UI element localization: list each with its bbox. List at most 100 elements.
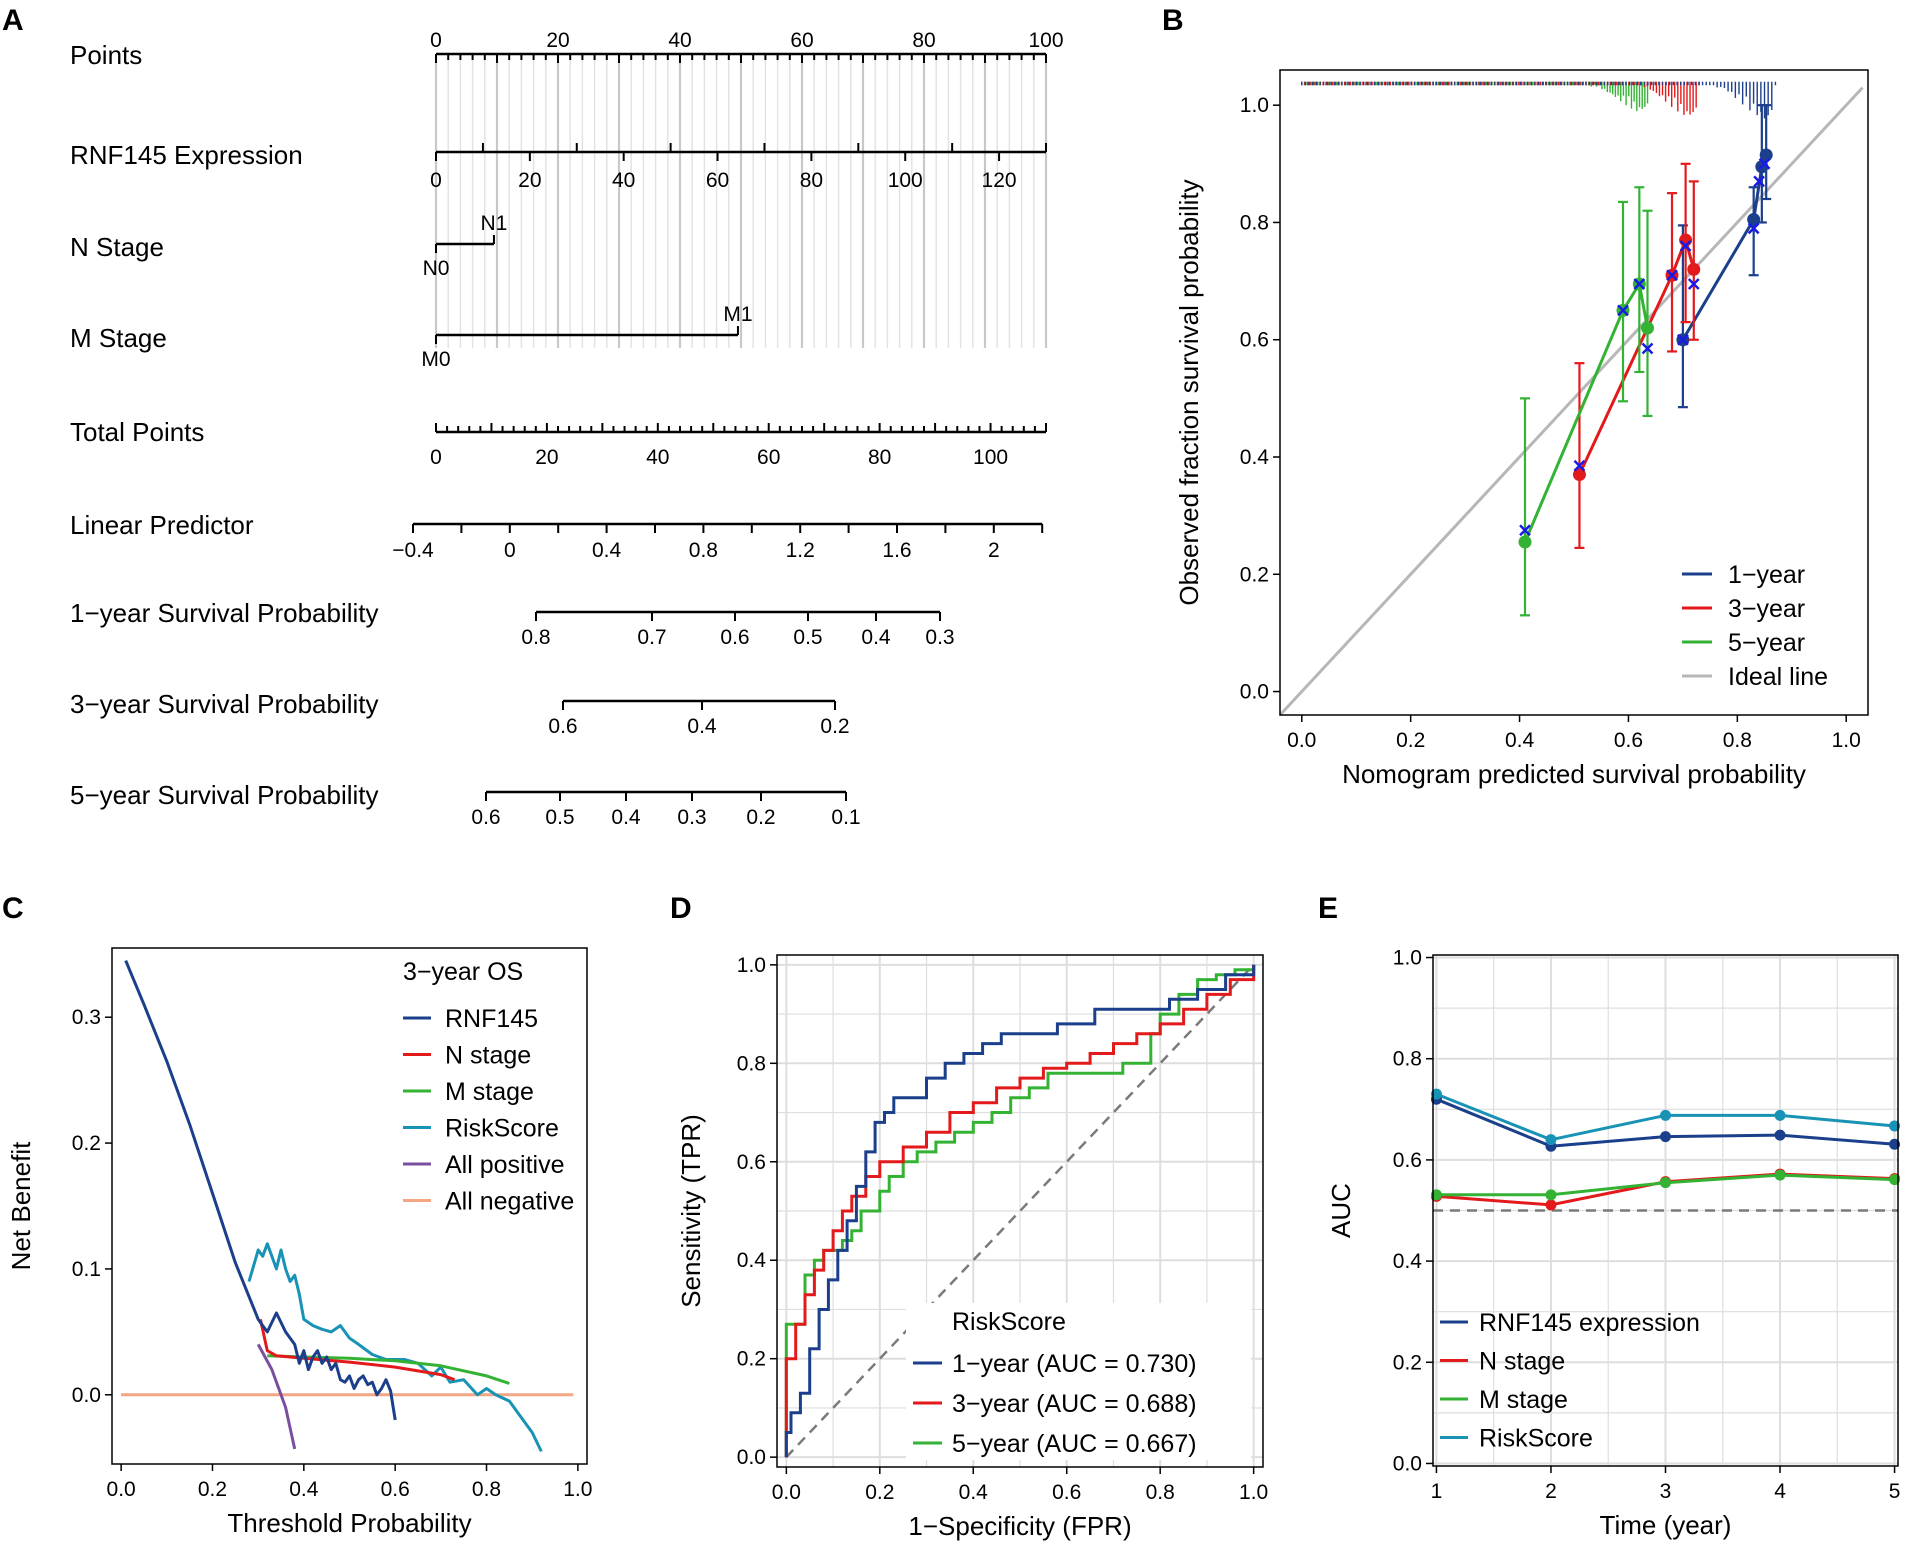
legend-entry: 1−year — [1728, 561, 1805, 589]
x-tick-label: 3 — [1660, 1480, 1672, 1503]
plot-frame — [1279, 69, 1869, 716]
y-tick-label: 0.4 — [1240, 446, 1270, 469]
total-points-tick-label: 100 — [973, 446, 1008, 469]
survival-tick-label: 0.7 — [637, 626, 666, 649]
auc-point — [1660, 1131, 1671, 1143]
x-tick-label: 0.6 — [1614, 729, 1643, 752]
bias-corrected-cross — [1666, 269, 1678, 282]
legend-title: RiskScore — [952, 1308, 1066, 1336]
y-tick-label: 0.0 — [1393, 1452, 1422, 1475]
legend-entry: RiskScore — [1479, 1425, 1593, 1453]
net-benefit-curve — [124, 960, 397, 1421]
x-axis-title: Time (year) — [1600, 1510, 1732, 1540]
survival-tick-label: 0.6 — [471, 806, 500, 829]
rnf145-tick-label: 60 — [706, 169, 729, 192]
legend-entry: M stage — [1479, 1386, 1568, 1414]
legend-entry: All negative — [445, 1188, 574, 1216]
x-tick-label: 0.8 — [472, 1478, 501, 1501]
panel-d-roc-curve: 0.0 0.2 0.4 0.6 0.8 1.0 0.0 0.2 0.4 0.6 0.8 1.0 1−Sp… — [676, 954, 1268, 1541]
panel-letter-b: B — [1162, 4, 1184, 37]
roc-curve — [784, 964, 1256, 1458]
calibration-point — [1687, 262, 1701, 276]
y-tick-label: 0.6 — [737, 1151, 766, 1174]
y-tick-label: 0.6 — [1240, 329, 1269, 352]
y-tick-label: 0.6 — [1393, 1149, 1422, 1172]
calibration-point — [1759, 148, 1773, 162]
legend-entry: 5−year (AUC = 0.667) — [952, 1430, 1197, 1458]
calibration-series-line — [1523, 279, 1649, 543]
legend-title: 3−year OS — [403, 958, 523, 986]
legend-entry: 3−year — [1728, 595, 1805, 623]
survival-tick-label: 0.1 — [831, 806, 860, 829]
y-tick-label: 0.2 — [72, 1132, 101, 1155]
total-points-tick-label: 80 — [868, 446, 891, 469]
calibration-point — [1641, 321, 1654, 335]
y-tick-label: 0.0 — [72, 1384, 101, 1407]
survival-tick-label: 0.2 — [820, 715, 849, 738]
nomogram-row-label: Total Points — [70, 417, 204, 447]
nomogram-row-label: Linear Predictor — [70, 510, 254, 540]
y-axis-title: Observed fraction survival probability — [1174, 179, 1204, 605]
linear-predictor-tick-label: 1.6 — [882, 539, 911, 562]
x-tick-label: 0.2 — [865, 1481, 894, 1504]
linear-predictor-tick-label: −0.4 — [392, 539, 434, 562]
roc-curve — [784, 964, 1256, 1458]
survival-tick-label: 0.6 — [548, 715, 577, 738]
y-tick-label: 0.8 — [1393, 1048, 1422, 1071]
linear-predictor-tick-label: 2 — [988, 539, 1000, 562]
x-tick-label: 0.4 — [289, 1478, 319, 1501]
x-tick-label: 0.0 — [107, 1478, 136, 1501]
survival-tick-label: 0.5 — [545, 806, 574, 829]
y-axis-title: Net Benefit — [6, 1141, 36, 1270]
x-tick-label: 0.2 — [198, 1478, 227, 1501]
survival-tick-label: 0.3 — [677, 806, 706, 829]
auc-point — [1660, 1109, 1671, 1121]
y-tick-label: 0.2 — [1240, 563, 1269, 586]
survival-tick-label: 0.4 — [861, 626, 891, 649]
legend-entry: M stage — [445, 1078, 534, 1106]
x-tick-label: 0.8 — [1146, 1481, 1175, 1504]
auc-point — [1660, 1177, 1671, 1189]
y-tick-label: 0.4 — [1393, 1250, 1423, 1273]
auc-point — [1545, 1134, 1557, 1146]
linear-predictor-tick-label: 1.2 — [786, 539, 815, 562]
points-tick-label: 100 — [1028, 29, 1063, 52]
x-axis-title: 1−Specificity (FPR) — [908, 1511, 1131, 1541]
panel-b-calibration-plot: 0.0 0.2 0.4 0.6 0.8 1.0 0.0 0.2 0.4 0.6 0.8 1.0 Nomo… — [1174, 69, 1869, 789]
bias-corrected-cross — [1679, 240, 1692, 252]
auc-point — [1774, 1109, 1786, 1121]
panel-letter-c: C — [2, 892, 24, 925]
survival-tick-label: 0.2 — [746, 806, 775, 829]
stage-level-label: N1 — [481, 212, 508, 235]
rnf145-tick-label: 40 — [612, 169, 635, 192]
legend-entry: RiskScore — [445, 1115, 559, 1143]
rnf145-tick-label: 20 — [518, 169, 541, 192]
legend-entry: N stage — [445, 1042, 531, 1070]
legend-entry: N stage — [1479, 1348, 1565, 1376]
calibration-point — [1518, 535, 1532, 549]
linear-predictor-tick-label: 0 — [504, 539, 516, 562]
bias-corrected-cross — [1747, 222, 1760, 235]
total-points-tick-label: 40 — [646, 446, 669, 469]
x-tick-label: 1.0 — [1239, 1481, 1268, 1504]
nomogram-row-label: M Stage — [70, 323, 167, 353]
y-tick-label: 0.1 — [72, 1258, 101, 1281]
x-tick-label: 0.0 — [1287, 729, 1316, 752]
nomogram-row-label: N Stage — [70, 232, 164, 262]
x-tick-label: 0.2 — [1396, 729, 1425, 752]
stage-level-label: M0 — [421, 348, 450, 371]
points-tick-label: 60 — [790, 29, 813, 52]
bias-corrected-cross — [1753, 175, 1765, 188]
bias-corrected-cross — [1519, 524, 1531, 537]
legend-entry: 5−year — [1728, 629, 1805, 657]
legend-entry: 1−year (AUC = 0.730) — [952, 1350, 1197, 1378]
y-tick-label: 1.0 — [1393, 947, 1422, 970]
plot-frame — [776, 954, 1264, 1468]
roc-curve — [784, 964, 1256, 1458]
y-tick-label: 1.0 — [737, 954, 766, 977]
points-tick-label: 20 — [546, 29, 569, 52]
nomogram-row-label: 5−year Survival Probability — [70, 780, 379, 810]
auc-point — [1774, 1129, 1786, 1141]
nomogram-row-label: Points — [70, 40, 142, 70]
